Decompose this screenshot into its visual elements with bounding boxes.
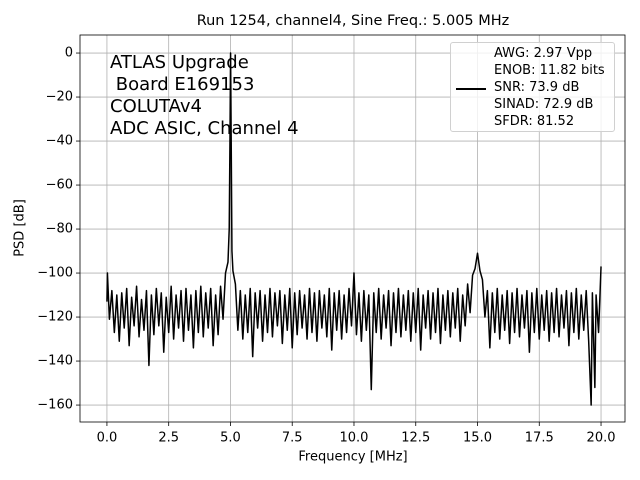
x-tick-label: 7.5 [282,431,303,446]
data-line [106,52,602,406]
y-axis-label: PSD [dB] [13,199,28,257]
legend-swatch [456,88,486,90]
y-tick-label: −120 [37,310,73,325]
x-tick-label: 17.5 [525,431,554,446]
legend-label: AWG: 2.97 Vpp ENOB: 11.82 bits SNR: 73.9… [494,46,605,129]
x-tick-label: 2.5 [158,431,179,446]
x-axis-label: Frequency [MHz] [298,450,407,465]
legend: AWG: 2.97 Vpp ENOB: 11.82 bits SNR: 73.9… [450,42,615,132]
y-tick-label: −100 [37,266,73,281]
y-tick-label: 0 [65,46,73,61]
x-tick-label: 12.5 [401,431,430,446]
x-tick-label: 15.0 [463,431,492,446]
y-tick-label: −160 [37,398,73,413]
y-tick-label: −80 [46,222,73,237]
x-tick-label: 0.0 [97,431,118,446]
x-tick-label: 5.0 [220,431,241,446]
x-tick-label: 20.0 [587,431,616,446]
y-tick-label: −20 [46,90,73,105]
y-tick-label: −60 [46,178,73,193]
y-tick-label: −140 [37,354,73,369]
x-tick-label: 10.0 [340,431,369,446]
axes-frame [79,34,626,423]
y-tick-label: −40 [46,134,73,149]
annotation: ATLAS Upgrade Board E169153 COLUTAv4 ADC… [110,52,299,139]
chart-title: Run 1254, channel4, Sine Freq.: 5.005 MH… [197,13,510,29]
